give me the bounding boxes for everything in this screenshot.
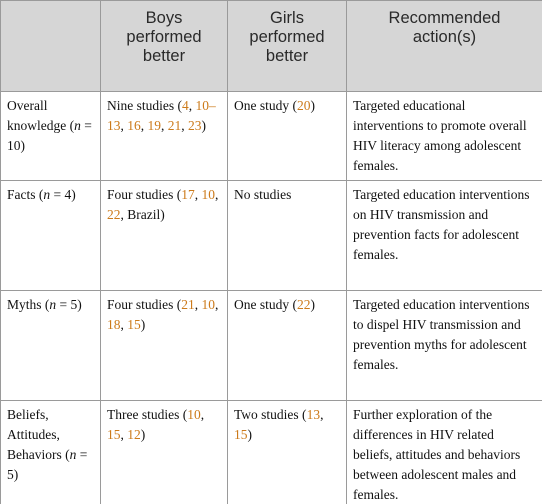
table-cell: One study (22) <box>227 290 347 401</box>
table-cell: Two studies (13, 15) <box>227 400 347 504</box>
cell-text: Targeted education interventions on HIV … <box>353 187 530 262</box>
citation-link[interactable]: 20 <box>297 98 311 113</box>
italic-text: n <box>49 297 57 312</box>
cell-text: One study ( <box>234 98 297 113</box>
table-cell: One study (20) <box>227 91 347 181</box>
cell-text: ) <box>310 297 316 312</box>
cell-text: Further exploration of the differences i… <box>353 407 521 502</box>
header-cell <box>0 0 101 92</box>
header-text: Boys performed better <box>126 9 202 65</box>
table-cell: Four studies (21, 10, 18, 15) <box>100 290 228 401</box>
citation-link[interactable]: 21 <box>181 297 195 312</box>
cell-text: , <box>320 407 324 422</box>
citation-link[interactable]: 23 <box>188 118 202 133</box>
citation-link[interactable]: 12 <box>127 427 141 442</box>
citation-link[interactable]: 15 <box>127 317 141 332</box>
table-cell: Facts (n = 4) <box>0 180 101 291</box>
cell-text: , <box>194 187 202 202</box>
cell-text: , <box>120 427 128 442</box>
citation-link[interactable]: 22 <box>107 207 121 222</box>
citation-link[interactable]: 4 <box>182 98 189 113</box>
table-cell: Further exploration of the differences i… <box>346 400 542 504</box>
cell-text: = 4) <box>50 187 76 202</box>
cell-text: Three studies ( <box>107 407 188 422</box>
cell-text: , <box>120 317 128 332</box>
cell-text: ) <box>247 427 253 442</box>
cell-text: No studies <box>234 187 292 202</box>
cell-text: , <box>120 118 128 133</box>
cell-text: , <box>181 118 188 133</box>
citation-link[interactable]: 15 <box>107 427 121 442</box>
header-cell: Recommended action(s) <box>346 0 542 92</box>
header-cell: Boys performed better <box>100 0 228 92</box>
cell-text: , Brazil) <box>120 207 165 222</box>
citation-link[interactable]: 21 <box>167 118 182 133</box>
cell-text: ) <box>201 118 207 133</box>
cell-text: , <box>161 118 168 133</box>
cell-text: , <box>188 98 196 113</box>
cell-text: , <box>140 118 148 133</box>
citation-link[interactable]: 17 <box>181 187 195 202</box>
table-cell: Beliefs, Attitudes, Behaviors (n = 5) <box>0 400 101 504</box>
italic-text: n <box>74 118 81 133</box>
citation-link[interactable]: 19 <box>147 118 162 133</box>
citation-link[interactable]: 10 <box>187 407 201 422</box>
table-cell: Myths (n = 5) <box>0 290 101 401</box>
header-text: Recommended action(s) <box>388 9 501 46</box>
cell-text: , <box>194 297 202 312</box>
cell-text: = 5) <box>7 447 88 482</box>
citation-link[interactable]: 15 <box>234 427 248 442</box>
citation-link[interactable]: 18 <box>107 317 121 332</box>
table-cell: No studies <box>227 180 347 291</box>
cell-text: Targeted educational interventions to pr… <box>353 98 527 173</box>
italic-text: n <box>69 447 77 462</box>
table-row: Facts (n = 4) Four studies (17, 10, 22, B… <box>0 180 542 291</box>
italic-text: n <box>43 187 51 202</box>
table-cell: Four studies (17, 10, 22, Brazil) <box>100 180 228 291</box>
cell-text: ) <box>310 98 316 113</box>
table-body: Overall knowledge (n = 10) Nine studies (… <box>0 91 542 504</box>
citation-link[interactable]: 16 <box>127 118 141 133</box>
citation-link[interactable]: 10–13 <box>107 98 216 133</box>
table-row: Myths (n = 5) Four studies (21, 10, 18, 1… <box>0 290 542 401</box>
cell-text: , <box>215 297 219 312</box>
cell-text: ) <box>140 427 146 442</box>
cell-text: Beliefs, Attitudes, Behaviors ( <box>7 407 70 462</box>
cell-text: ) <box>140 317 146 332</box>
cell-text: , <box>200 407 205 422</box>
cell-text: = 5) <box>56 297 82 312</box>
table-cell: Targeted education interventions to disp… <box>346 290 542 401</box>
cell-text: , <box>215 187 219 202</box>
table-cell: Three studies (10, 15, 12) <box>100 400 228 504</box>
cell-text: Four studies ( <box>107 187 182 202</box>
citation-link[interactable]: 13 <box>306 407 321 422</box>
cell-text: Overall knowledge ( <box>7 98 75 133</box>
citation-link[interactable]: 10 <box>201 187 216 202</box>
cell-text: Targeted education interventions to disp… <box>353 297 530 372</box>
cell-text: = 10) <box>7 118 92 153</box>
table-cell: Targeted educational interventions to pr… <box>346 91 542 181</box>
cell-text: Nine studies ( <box>107 98 182 113</box>
header-cell: Girls performed better <box>227 0 347 92</box>
cell-text: Myths ( <box>7 297 50 312</box>
header-row: Boys performed better Girls performed be… <box>0 0 542 92</box>
table-row: Overall knowledge (n = 10) Nine studies (… <box>0 91 542 181</box>
citation-link[interactable]: 22 <box>297 297 311 312</box>
cell-text: Four studies ( <box>107 297 182 312</box>
citation-link[interactable]: 10 <box>201 297 216 312</box>
cell-text: Two studies ( <box>234 407 307 422</box>
cell-text: One study ( <box>234 297 297 312</box>
header-text: Girls performed better <box>249 9 325 65</box>
table-header: Boys performed better Girls performed be… <box>0 0 542 92</box>
table-row: Beliefs, Attitudes, Behaviors (n = 5) Thr… <box>0 400 542 504</box>
table-cell: Nine studies (4, 10–13, 16, 19, 21, 23) <box>100 91 228 181</box>
table-cell: Overall knowledge (n = 10) <box>0 91 101 181</box>
cell-text: Facts ( <box>7 187 44 202</box>
table-cell: Targeted education interventions on HIV … <box>346 180 542 291</box>
